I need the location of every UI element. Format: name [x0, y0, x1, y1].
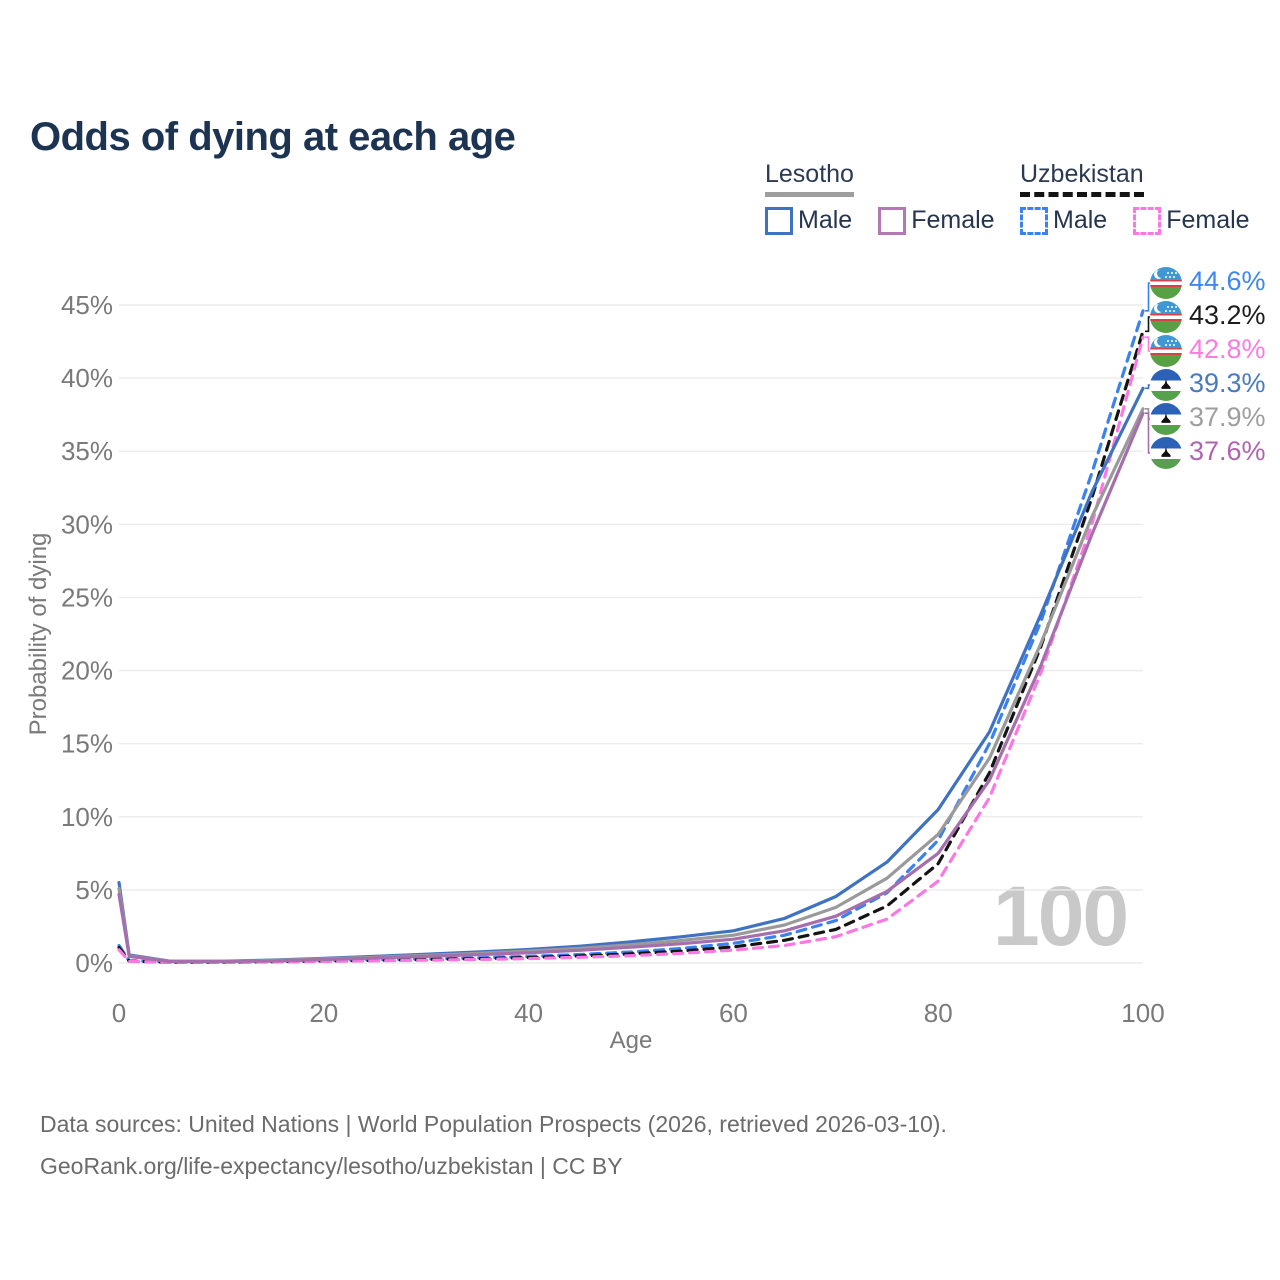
uzbekistan-male-swatch-icon: [1020, 206, 1048, 235]
end-value-label-lesotho-both: 37.9%: [1189, 402, 1266, 432]
series-line-uzbekistan-both: [117, 329, 1145, 964]
legend-title-uzbekistan: Uzbekistan: [1020, 160, 1144, 197]
x-tick-label: 80: [924, 998, 953, 1028]
lesotho-flag-icon: [1150, 437, 1182, 469]
lesotho-flag-icon: [1150, 369, 1182, 401]
uzbekistan-flag-icon: [1150, 301, 1182, 333]
series-line-lesotho-male: [117, 386, 1145, 963]
y-tick-label: 25%: [61, 582, 113, 612]
x-tick-label: 60: [719, 998, 748, 1028]
page-title: Odds of dying at each age: [30, 114, 516, 159]
series-line-lesotho-female: [117, 411, 1145, 964]
age-watermark: 100: [993, 869, 1129, 963]
legend-item-uzbekistan-male[interactable]: Male: [1020, 206, 1107, 235]
series-line-lesotho-both: [117, 407, 1145, 964]
x-tick-label: 40: [514, 998, 543, 1028]
legend-item-lesotho-female[interactable]: Female: [878, 206, 995, 235]
y-tick-label: 35%: [61, 436, 113, 466]
lesotho-male-swatch-icon: [765, 206, 793, 235]
y-tick-label: 40%: [61, 363, 113, 393]
legend-label-lesotho-male: Male: [798, 206, 853, 234]
series-line-uzbekistan-female: [117, 335, 1145, 964]
footer: Data sources: United Nations | World Pop…: [40, 1103, 947, 1187]
y-tick-label: 20%: [61, 656, 113, 686]
x-axis-title: Age: [610, 1027, 653, 1054]
uzbekistan-flag-icon: [1150, 335, 1182, 367]
y-tick-label: 15%: [61, 729, 113, 759]
y-tick-label: 45%: [61, 290, 113, 320]
legend-label-lesotho-female: Female: [911, 206, 995, 234]
x-tick-label: 100: [1121, 998, 1164, 1028]
uzbekistan-female-swatch-icon: [1133, 206, 1162, 235]
lesotho-female-swatch-icon: [878, 206, 907, 235]
x-tick-label: 20: [309, 998, 338, 1028]
end-value-label-uzbekistan-male: 44.6%: [1189, 266, 1266, 296]
legend-title-lesotho: Lesotho: [765, 160, 854, 197]
legend-label-uzbekistan-female: Female: [1166, 206, 1250, 234]
y-tick-label: 0%: [75, 948, 113, 978]
x-tick-label: 0: [112, 998, 126, 1028]
end-value-label-uzbekistan-female: 42.8%: [1189, 334, 1266, 364]
legend-group-uzbekistan: Uzbekistan Male Female: [1020, 160, 1250, 235]
legend-label-uzbekistan-male: Male: [1053, 206, 1108, 234]
y-tick-label: 5%: [75, 875, 113, 905]
legend-item-lesotho-male[interactable]: Male: [765, 206, 852, 235]
end-value-label-lesotho-male: 39.3%: [1189, 368, 1266, 398]
y-tick-label: 10%: [61, 802, 113, 832]
uzbekistan-flag-icon: [1150, 267, 1182, 299]
legend-item-uzbekistan-female[interactable]: Female: [1133, 206, 1250, 235]
legend-group-lesotho: Lesotho Male Female: [765, 160, 995, 235]
y-axis-title: Probability of dying: [25, 533, 52, 736]
footer-data-sources: Data sources: United Nations | World Pop…: [40, 1111, 947, 1137]
end-value-label-uzbekistan-both: 43.2%: [1189, 300, 1266, 330]
y-tick-label: 30%: [61, 509, 113, 539]
footer-attribution: GeoRank.org/life-expectancy/lesotho/uzbe…: [40, 1153, 623, 1179]
end-value-label-lesotho-female: 37.6%: [1189, 436, 1266, 466]
lesotho-flag-icon: [1150, 403, 1182, 435]
series-line-uzbekistan-male: [117, 309, 1145, 964]
